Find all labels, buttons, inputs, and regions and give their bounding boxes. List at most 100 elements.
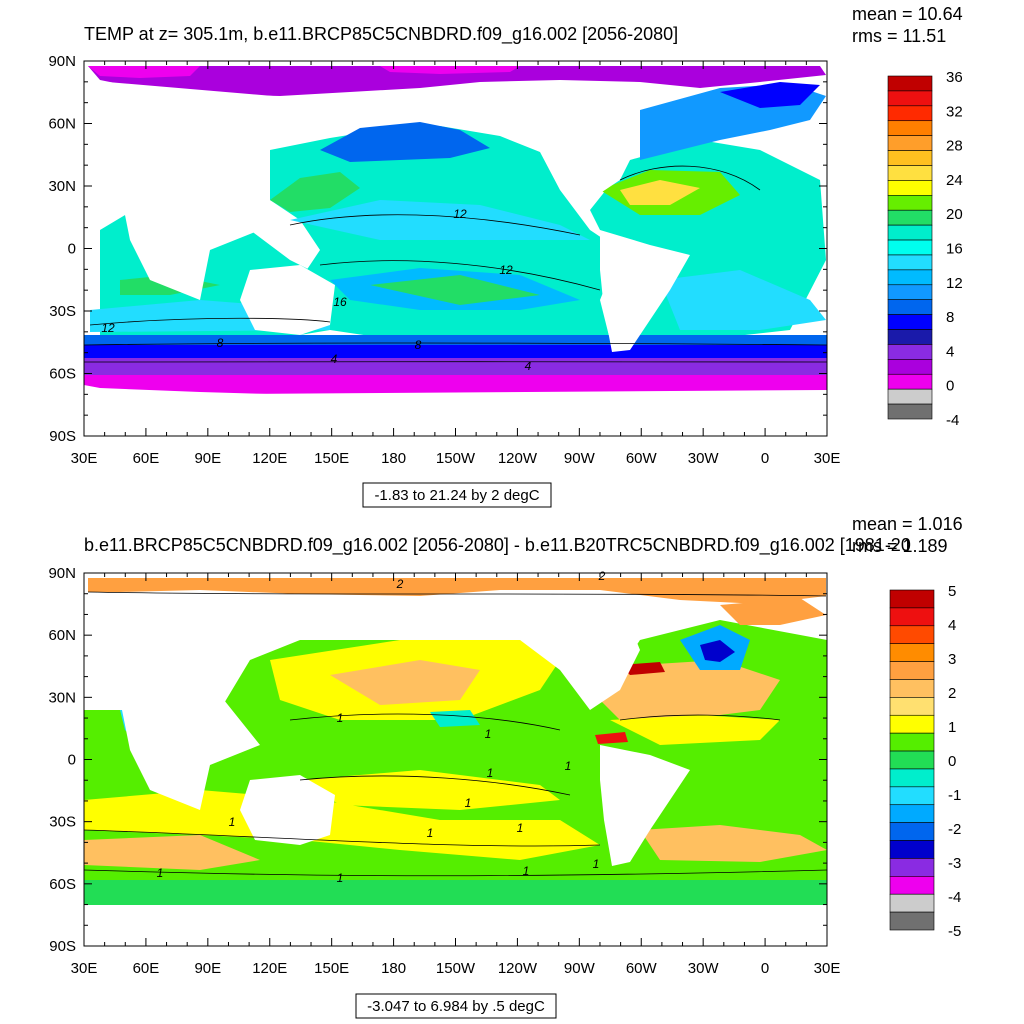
panel-1-so-band-8 [84, 335, 827, 345]
x-tick-label: 120W [498, 960, 538, 977]
panel-1-contour-line [84, 342, 827, 346]
colorbar-label: 16 [946, 241, 963, 258]
panel-2-caribbean-red [595, 732, 628, 744]
panel-1-eurasia [84, 80, 320, 200]
panel-1-contour-labels: 12 12 12 16 8 8 4 4 [101, 207, 531, 373]
colorbar-swatch [889, 858, 935, 877]
colorbar-label: 12 [946, 275, 963, 292]
y-tick-label: 30S [49, 814, 76, 831]
colorbar-label: -1 [948, 787, 961, 804]
colorbar-swatch [887, 135, 933, 151]
colorbar-swatch [889, 804, 935, 823]
colorbar-swatch [889, 679, 935, 698]
colorbar-swatch [889, 768, 935, 788]
panel-1-nordic-blue [720, 82, 820, 108]
colorbar-label: -3 [948, 855, 961, 872]
panel-2-nordic-orange [720, 598, 826, 625]
panel-2-atlantic-orange [590, 660, 780, 720]
panel-2-south-yellow-band [84, 790, 600, 860]
colorbar-swatch [887, 314, 933, 330]
colorbar-swatch [887, 299, 933, 315]
y-tick-label: 30S [49, 303, 76, 320]
panel-2-southern-teal [84, 880, 827, 905]
colorbar-swatch [889, 589, 935, 609]
panel-1-arctic-magenta-2 [380, 66, 520, 74]
x-tick-label: 180 [381, 960, 406, 977]
panel-2-x-axis: 30E 60E 90E 120E 150E 180 150W 120W 90W 60W 30W 0 30… [71, 573, 840, 977]
colorbar-label: 1 [948, 719, 956, 736]
x-tick-label: 150E [314, 450, 349, 467]
x-tick-label: 0 [761, 960, 769, 977]
colorbar-label: 0 [948, 753, 956, 770]
contour-label: 12 [499, 263, 513, 277]
panel-2-contour-labels: 2 2 1 1 1 1 1 1 1 1 1 1 1 1 [157, 569, 606, 885]
x-tick-label: 30E [71, 960, 98, 977]
panel-2-antarctica [84, 905, 827, 946]
colorbar-swatch [889, 893, 935, 913]
x-tick-label: 0 [761, 450, 769, 467]
contour-label: 2 [396, 577, 404, 591]
contour-label: 1 [427, 826, 434, 840]
panel-2-atlantic-yellow [610, 715, 780, 745]
panel-2-contour-line [87, 591, 827, 597]
colorbar-label: 32 [946, 103, 963, 120]
x-tick-label: 30E [814, 450, 841, 467]
colorbar-swatch [889, 911, 935, 931]
colorbar-swatch [887, 284, 933, 300]
colorbar-swatch [887, 75, 933, 92]
colorbar-swatch [889, 607, 935, 627]
contour-label: 2 [598, 569, 606, 583]
colorbar-swatch [887, 90, 933, 107]
panel-2-rms-stat: rms = 1.189 [852, 536, 948, 556]
colorbar-swatch [887, 269, 933, 286]
panel-1-south-america [600, 230, 690, 352]
contour-label: 1 [593, 857, 600, 871]
panel-1-arctic-band [88, 66, 826, 96]
colorbar-label: -5 [948, 923, 961, 940]
panel-1-contour-line [619, 165, 761, 191]
panel-2-title: b.e11.BRCP85C5CNBDRD.f09_g16.002 [2056-2… [84, 535, 911, 556]
x-tick-label: 90W [564, 960, 596, 977]
y-tick-label: 30N [48, 689, 76, 706]
panel-2-pacific-eq-yellow [300, 770, 560, 810]
contour-label: 12 [453, 207, 467, 221]
panel-1-arctic-magenta [88, 66, 200, 78]
panel-1-atlantic-south [660, 270, 826, 330]
colorbar-swatch [887, 165, 933, 181]
contour-label: 12 [101, 321, 115, 335]
panel-1-so-band-0 [84, 358, 827, 375]
colorbar-swatch [887, 344, 933, 360]
panel-1-map [84, 61, 827, 436]
colorbar-swatch [887, 150, 933, 166]
colorbar-swatch [887, 388, 933, 405]
colorbar-label: 20 [946, 206, 963, 223]
colorbar-swatch [889, 786, 935, 806]
panel-2-contour-line [84, 829, 601, 847]
panel-2-south-america [600, 745, 690, 866]
panel-1-pacific-north-blue [320, 122, 490, 162]
panel-2-colorbar: 5 4 3 2 1 0 -1 -2 -3 -4 -5 [889, 583, 961, 940]
y-tick-label: 90N [48, 565, 76, 582]
colorbar-swatch [889, 643, 935, 662]
panel-1-rms-stat: rms = 11.51 [852, 26, 946, 46]
y-tick-label: 60S [49, 366, 76, 383]
colorbar-swatch [887, 224, 933, 241]
colorbar-swatch [889, 697, 935, 716]
panel-1-range-box [362, 482, 552, 508]
colorbar-swatch [889, 750, 935, 770]
contour-label: 1 [157, 866, 164, 880]
contour-label: 16 [333, 295, 347, 309]
x-tick-label: 120W [498, 450, 538, 467]
contour-label: 1 [337, 711, 344, 725]
contour-label: 1 [565, 759, 572, 773]
y-tick-label: 90S [49, 428, 76, 445]
panel-1-x-axis: 30E 60E 90E 120E 150E 180 150W 120W 90W 60W 30W 0 30… [71, 61, 841, 467]
colorbar-swatch [889, 822, 935, 841]
contour-label: 4 [331, 352, 338, 366]
colorbar-swatch [889, 661, 935, 680]
colorbar-swatch [887, 120, 933, 136]
panel-2-mean-stat: mean = 1.016 [852, 514, 963, 534]
colorbar-label: 2 [948, 685, 956, 702]
y-tick-label: 90N [48, 53, 76, 70]
